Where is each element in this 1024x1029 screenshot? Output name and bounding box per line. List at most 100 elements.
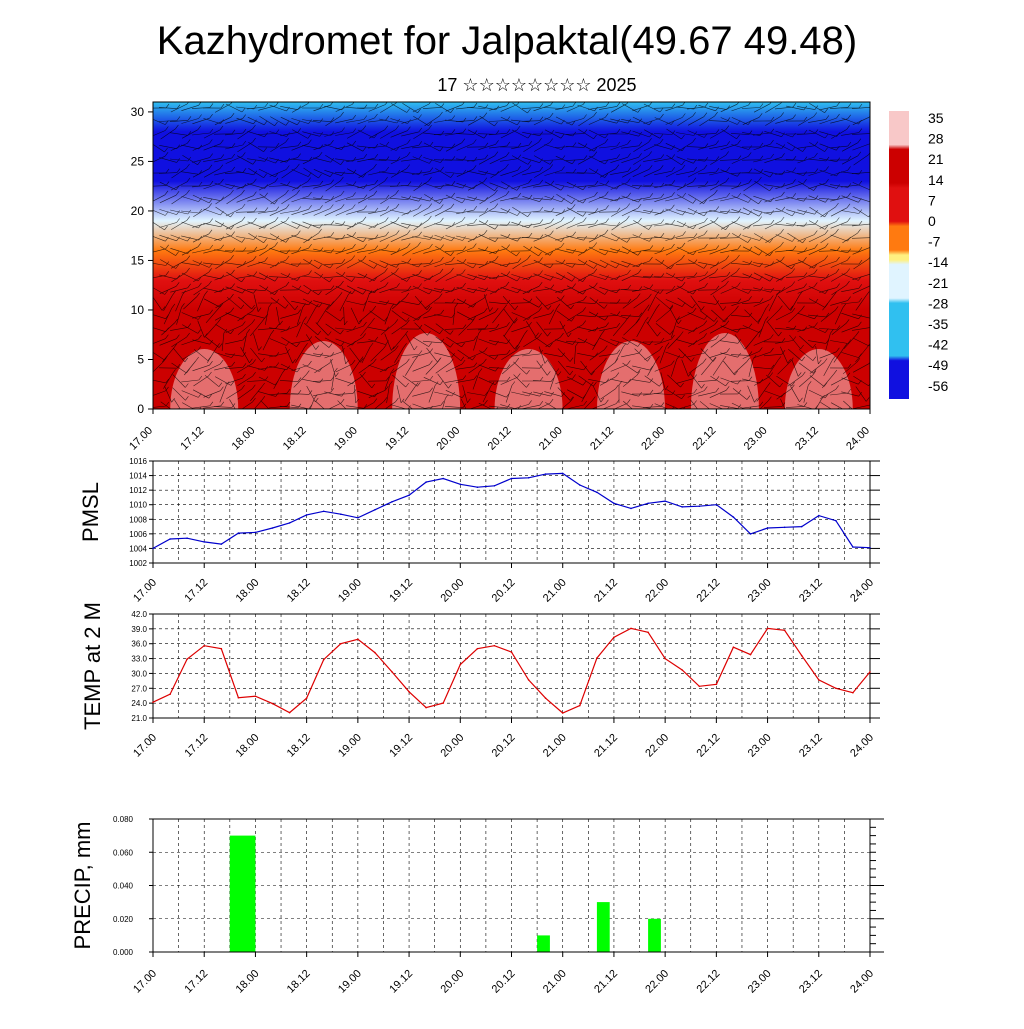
precip-bar bbox=[597, 902, 610, 952]
x-tick-label: 21.00 bbox=[541, 577, 569, 605]
x-tick-label: 21.12 bbox=[592, 577, 620, 605]
data-point bbox=[562, 473, 564, 475]
data-point bbox=[562, 712, 564, 714]
colorbar-label: -7 bbox=[928, 234, 941, 250]
y-tick-label: 1010 bbox=[129, 501, 147, 510]
x-tick-label: 17.12 bbox=[178, 425, 206, 453]
data-point bbox=[681, 669, 683, 671]
x-tick-label: 17.12 bbox=[182, 968, 210, 996]
x-tick-label: 22.12 bbox=[695, 577, 723, 605]
data-point bbox=[528, 477, 530, 479]
precip-bar bbox=[648, 919, 661, 952]
y-tick-label: 1004 bbox=[129, 544, 147, 553]
data-point bbox=[784, 630, 786, 632]
data-point bbox=[681, 506, 683, 508]
data-point bbox=[221, 543, 223, 545]
colorbar-label: 14 bbox=[928, 172, 944, 188]
x-tick-label: 22.00 bbox=[643, 732, 671, 760]
x-tick-label: 21.00 bbox=[541, 968, 569, 996]
data-point bbox=[289, 712, 291, 714]
data-point bbox=[238, 697, 240, 699]
colorbar-label: -49 bbox=[928, 357, 948, 373]
x-tick-label: 17.12 bbox=[182, 732, 210, 760]
y-tick-label: 5 bbox=[137, 352, 144, 366]
x-tick-label: 17.00 bbox=[131, 577, 159, 605]
data-point bbox=[613, 503, 615, 505]
data-point bbox=[340, 643, 342, 645]
y-tick-label: 30.0 bbox=[131, 669, 147, 678]
data-point bbox=[801, 526, 803, 528]
data-point bbox=[869, 547, 871, 549]
data-point bbox=[340, 513, 342, 515]
x-tick-label: 20.12 bbox=[486, 425, 514, 453]
data-point bbox=[852, 692, 854, 694]
y-tick-label: 36.0 bbox=[131, 640, 147, 649]
data-point bbox=[647, 503, 649, 505]
data-point bbox=[323, 659, 325, 661]
data-point bbox=[545, 473, 547, 475]
data-point bbox=[579, 484, 581, 486]
colorbar-label: -21 bbox=[928, 275, 948, 291]
data-point bbox=[477, 648, 479, 650]
data-point bbox=[511, 651, 513, 653]
x-tick-label: 23.00 bbox=[746, 732, 774, 760]
precip-bar bbox=[230, 836, 256, 952]
data-point bbox=[596, 657, 598, 659]
y-tick-label: 21.0 bbox=[131, 714, 147, 723]
y-axis-label: PMSL bbox=[78, 482, 103, 542]
data-point bbox=[203, 645, 205, 647]
y-tick-label: 15 bbox=[131, 253, 145, 267]
precip-bar bbox=[537, 935, 550, 952]
data-point bbox=[511, 478, 513, 480]
x-tick-label: 17.00 bbox=[131, 732, 159, 760]
y-tick-label: 0.000 bbox=[113, 948, 134, 957]
colorbar-label: -14 bbox=[928, 254, 948, 270]
x-tick-label: 19.12 bbox=[387, 968, 415, 996]
grid bbox=[153, 461, 870, 563]
x-tick-label: 19.00 bbox=[336, 968, 364, 996]
x-tick-label: 24.00 bbox=[848, 968, 876, 996]
y-axis-label: PRECIP, mm bbox=[70, 822, 95, 950]
data-point bbox=[801, 655, 803, 657]
data-point bbox=[767, 628, 769, 630]
data-point bbox=[460, 664, 462, 666]
x-tick-label: 19.00 bbox=[332, 425, 360, 453]
data-point bbox=[425, 481, 427, 483]
y-tick-label: 27.0 bbox=[131, 684, 147, 693]
data-point bbox=[664, 658, 666, 660]
y-tick-label: 0.060 bbox=[113, 848, 134, 857]
y-tick-label: 33.0 bbox=[131, 655, 147, 664]
x-tick-label: 22.12 bbox=[695, 968, 723, 996]
data-point bbox=[647, 632, 649, 634]
y-tick-label: 0.080 bbox=[113, 815, 134, 824]
y-axis-label: TEMP at 2 M bbox=[80, 602, 105, 730]
x-tick-label: 23.12 bbox=[797, 968, 825, 996]
x-tick-label: 22.00 bbox=[639, 425, 667, 453]
data-point bbox=[289, 522, 291, 524]
data-point bbox=[186, 537, 188, 539]
data-point bbox=[664, 500, 666, 502]
data-point bbox=[408, 691, 410, 693]
data-point bbox=[357, 517, 359, 519]
x-tick-label: 21.12 bbox=[588, 425, 616, 453]
x-tick-label: 24.00 bbox=[848, 577, 876, 605]
data-point bbox=[784, 527, 786, 529]
data-point bbox=[750, 533, 752, 535]
x-tick-label: 17.00 bbox=[127, 425, 155, 453]
data-point bbox=[255, 695, 257, 697]
x-tick-label: 20.12 bbox=[490, 968, 518, 996]
x-tick-label: 22.00 bbox=[643, 968, 671, 996]
x-tick-label: 20.12 bbox=[490, 732, 518, 760]
colorbar-fill bbox=[889, 111, 909, 399]
data-point bbox=[306, 697, 308, 699]
data-point bbox=[494, 485, 496, 487]
y-tick-label: 1002 bbox=[129, 559, 147, 568]
x-tick-label: 21.12 bbox=[592, 968, 620, 996]
x-tick-label: 18.12 bbox=[281, 425, 309, 453]
